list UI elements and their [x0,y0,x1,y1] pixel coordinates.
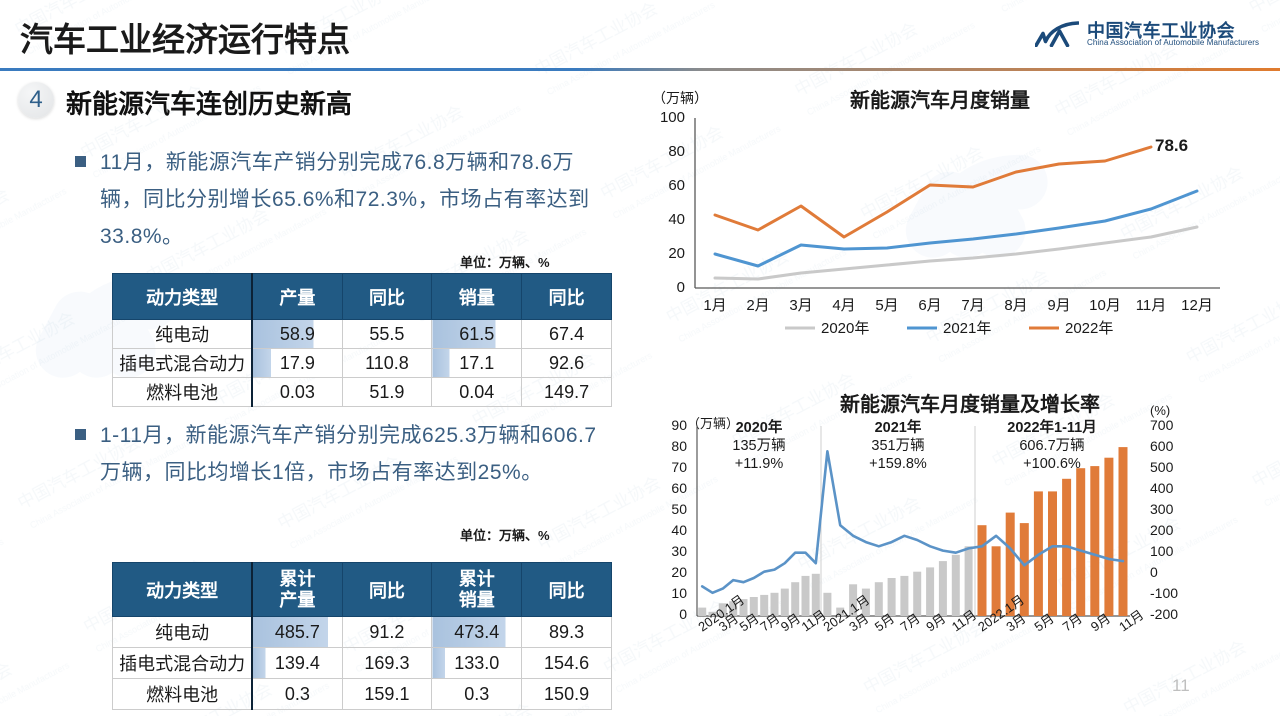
svg-text:-200: -200 [1150,606,1178,622]
svg-text:90: 90 [671,417,687,433]
svg-text:+100.6%: +100.6% [1023,456,1081,472]
svg-text:5月: 5月 [875,297,898,314]
svg-text:30: 30 [671,543,687,559]
svg-text:80: 80 [668,143,685,160]
svg-text:78.6: 78.6 [1155,136,1188,155]
svg-text:+159.8%: +159.8% [869,456,927,472]
svg-text:(%): (%) [1150,403,1170,418]
svg-text:40: 40 [671,522,687,538]
svg-text:400: 400 [1150,480,1174,496]
svg-text:0: 0 [677,279,685,296]
svg-text:8月: 8月 [1004,297,1027,314]
svg-text:50: 50 [671,501,687,517]
svg-text:606.7万辆: 606.7万辆 [1019,437,1084,454]
svg-text:0: 0 [679,606,687,622]
svg-text:135万辆: 135万辆 [732,437,785,454]
svg-text:4月: 4月 [832,297,855,314]
svg-text:10月: 10月 [1089,297,1121,314]
svg-text:300: 300 [1150,501,1174,517]
svg-text:1月: 1月 [703,297,726,314]
svg-text:700: 700 [1150,417,1174,433]
svg-text:2月: 2月 [746,297,769,314]
svg-text:9月: 9月 [1047,297,1070,314]
svg-text:-100: -100 [1150,585,1178,601]
svg-text:（万辆）: （万辆） [687,416,739,431]
svg-text:+11.9%: +11.9% [735,456,784,472]
svg-text:7月: 7月 [961,297,984,314]
svg-text:6月: 6月 [918,297,941,314]
svg-text:12月: 12月 [1181,297,1213,314]
svg-text:2021年: 2021年 [943,320,991,337]
svg-text:70: 70 [671,459,687,475]
svg-text:500: 500 [1150,459,1174,475]
svg-text:2020年: 2020年 [736,418,783,436]
svg-text:2022年: 2022年 [1065,320,1113,337]
svg-text:200: 200 [1150,522,1174,538]
svg-text:3月: 3月 [789,297,812,314]
svg-text:80: 80 [671,438,687,454]
svg-text:2020年: 2020年 [821,320,869,337]
svg-text:20: 20 [671,564,687,580]
svg-text:2021年: 2021年 [875,418,922,436]
svg-text:11月: 11月 [1136,297,1167,314]
svg-text:60: 60 [668,177,685,194]
svg-text:0: 0 [1150,564,1158,580]
svg-text:60: 60 [671,480,687,496]
svg-text:100: 100 [1150,543,1174,559]
svg-text:351万辆: 351万辆 [871,437,924,454]
svg-text:10: 10 [671,585,687,601]
svg-text:100: 100 [660,109,685,126]
svg-text:40: 40 [668,211,685,228]
svg-text:2022年1-11月: 2022年1-11月 [1007,418,1096,436]
svg-text:20: 20 [668,245,685,262]
svg-text:600: 600 [1150,438,1174,454]
